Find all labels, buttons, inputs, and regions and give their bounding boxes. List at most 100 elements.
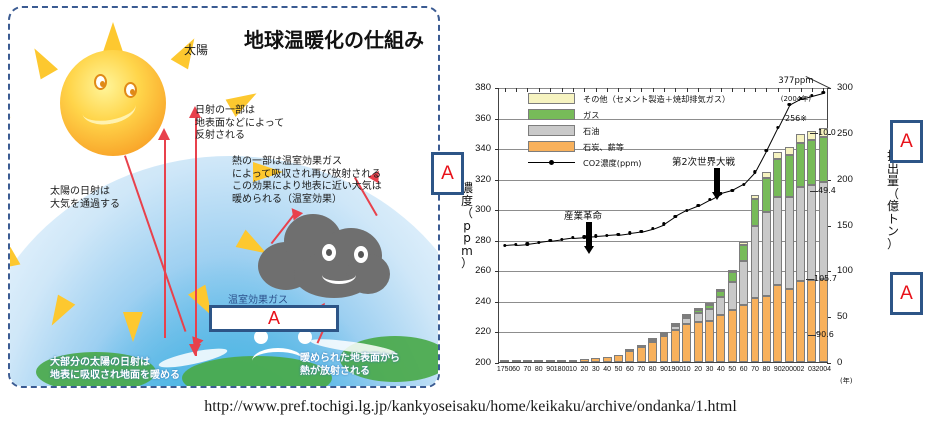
bar-segment-gas: [784, 154, 794, 197]
gridline: [499, 301, 827, 303]
answer-box-a-diagram[interactable]: A: [209, 305, 339, 332]
x-axis-tick: 90: [773, 366, 782, 373]
bar-segment-gas: [773, 158, 783, 197]
answer-box-a-right-lower[interactable]: A: [890, 272, 923, 315]
bar-segment-coal: [727, 309, 737, 362]
bar-segment-oil: [784, 197, 794, 289]
ylabel-char: p: [463, 218, 471, 233]
bar-segment-coal: [716, 315, 726, 362]
y-axis-left-tick: 240: [475, 295, 491, 307]
bar-segment-gas: [739, 244, 749, 262]
leader-tick: [806, 279, 814, 280]
bar-segment-coal: [659, 336, 669, 362]
x-axis-tick: 03: [808, 366, 816, 373]
x-axis-tickmark: [527, 88, 529, 92]
bar-segment-oil: [807, 184, 817, 281]
bar-segment-gas: [716, 290, 726, 297]
annotation-10-0: 10.0: [818, 128, 836, 137]
y-axis-left-tickmark: [495, 118, 499, 120]
annotation-377ppm: 377ppm (2004年): [762, 68, 813, 113]
y-axis-right-tick: 0: [837, 357, 843, 368]
note-pass: 太陽の日射は 大気を通過する: [50, 186, 120, 210]
bar-segment-coal: [557, 360, 567, 362]
bar-segment-coal: [602, 356, 612, 362]
ylabel-char: 出: [886, 161, 899, 176]
bar-segment-gas: [727, 272, 737, 283]
note-absorb: 大部分の太陽の日射は 地表に吸収され地面を暖める: [50, 357, 180, 381]
annotation-90-6: 90.6: [816, 330, 834, 339]
legend-item: ガス: [528, 108, 730, 122]
bar-stack: [705, 302, 714, 362]
y-axis-left-tick: 280: [475, 234, 491, 246]
x-axis-tickmark: [641, 88, 643, 92]
sun-icon: [10, 22, 283, 342]
co2-data-point: [787, 103, 791, 107]
y-axis-left-tick: 320: [475, 173, 491, 185]
bar-segment-coal: [579, 359, 589, 362]
bar-stack: [557, 360, 567, 362]
legend-label: 石炭、薪等: [583, 141, 624, 152]
annotation-377ppm-year: (2004年): [780, 95, 811, 103]
bar-segment-coal: [545, 360, 555, 362]
bar-stack: [739, 241, 749, 362]
bar-segment-coal: [670, 329, 680, 362]
bar-stack: [625, 349, 635, 362]
annotation-256: 256※: [785, 114, 807, 123]
reflect-arrow: [164, 138, 166, 338]
x-axis-tickmark: [538, 88, 540, 92]
earth-face-mouth: [252, 348, 304, 374]
x-axis-tickmark: [732, 88, 734, 92]
bar-stack: [511, 360, 521, 362]
x-axis-tick: 60: [739, 366, 748, 373]
co2-data-point: [764, 148, 769, 153]
bar-segment-coal: [511, 360, 521, 362]
x-axis-tickmark: [572, 88, 574, 92]
answer-box-a-left-axis[interactable]: A: [431, 152, 464, 195]
bar-segment-gas: [693, 310, 703, 313]
y-axis-left-tickmark: [495, 179, 499, 181]
x-axis-tickmark: [550, 88, 552, 92]
bar-stack: [523, 360, 532, 362]
x-axis-tickmark: [720, 88, 722, 92]
bar-segment-coal: [614, 354, 623, 362]
gridline: [499, 88, 827, 89]
reflect-arrowhead-2: [189, 106, 201, 118]
y-axis-left-tickmark: [495, 210, 499, 212]
x-axis-tick: 40: [603, 366, 611, 373]
note-greenhouse: 熱の一部は温室効果ガス によって吸収され再び放射される この効果により地表に近い…: [232, 156, 382, 205]
legend-swatch: [528, 141, 575, 153]
bar-stack: [773, 151, 783, 362]
y-axis-left-tick: 220: [475, 326, 491, 338]
source-url[interactable]: http://www.pref.tochigi.lg.jp/kankyoseis…: [204, 398, 737, 415]
chart-legend: その他（セメント製造＋焼却排気ガス） ガス 石油 石炭、薪等 CO2濃度(ppm): [528, 92, 730, 172]
x-axis-unit-label: (年): [840, 377, 853, 385]
y-axis-right-tickmark: [827, 179, 831, 181]
x-axis-tick: 60: [625, 366, 634, 373]
x-axis-tick: 1750: [496, 366, 513, 373]
bar-segment-coal: [750, 297, 760, 362]
bar-segment-gas: [648, 338, 658, 341]
co2-data-point: [810, 93, 814, 98]
cloud-icon: [250, 208, 395, 303]
bar-segment-oil: [625, 349, 635, 352]
x-axis-tick: 30: [591, 366, 600, 373]
x-axis-tickmark: [743, 88, 745, 92]
leader-tick: [810, 191, 818, 192]
y-axis-right-tick: 150: [837, 219, 853, 231]
bar-segment-other: [682, 313, 692, 316]
bar-stack: [727, 270, 737, 362]
bar-stack: [761, 172, 771, 362]
y-axis-right-tickmark: [827, 133, 831, 135]
answer-box-a-right-upper[interactable]: A: [890, 120, 923, 163]
y-axis-right-tickmark: [827, 88, 831, 89]
bar-segment-other: [739, 241, 749, 245]
y-axis-left-tickmark: [495, 301, 499, 303]
bar-segment-coal: [568, 359, 578, 362]
bar-segment-coal: [818, 278, 828, 362]
gridline: [499, 240, 827, 242]
bar-stack: [818, 127, 828, 362]
x-axis-tick: 80: [648, 366, 657, 373]
x-axis-tick: 70: [637, 366, 646, 373]
co2-data-point: [639, 229, 643, 234]
bar-stack: [614, 354, 623, 362]
